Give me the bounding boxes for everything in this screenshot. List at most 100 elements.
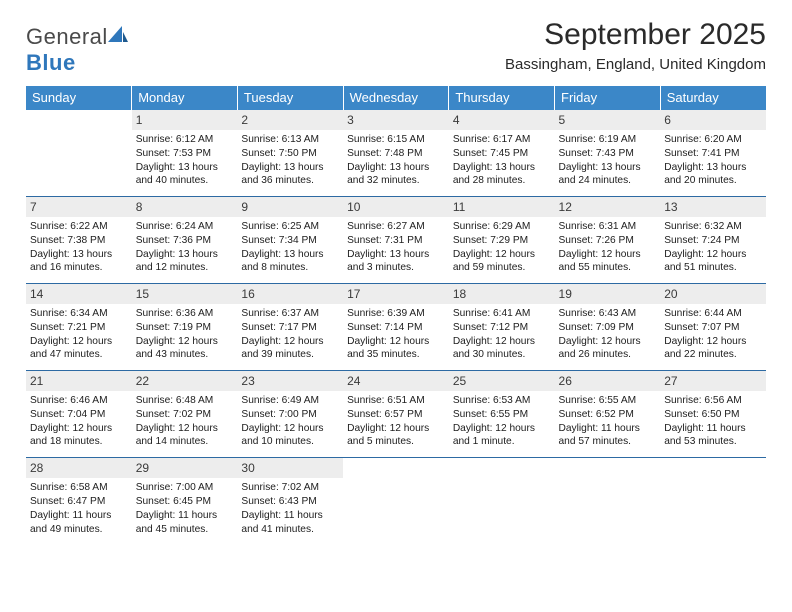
title-block: September 2025 Bassingham, England, Unit… bbox=[505, 18, 766, 73]
sunrise-text: Sunrise: 6:48 AM bbox=[136, 394, 234, 408]
weekday-header: Sunday bbox=[26, 86, 132, 110]
calendar-week-row: 28Sunrise: 6:58 AMSunset: 6:47 PMDayligh… bbox=[26, 458, 766, 545]
brand-part1: General bbox=[26, 24, 108, 49]
calendar-day-cell: 3Sunrise: 6:15 AMSunset: 7:48 PMDaylight… bbox=[343, 110, 449, 197]
day-number: 9 bbox=[237, 197, 343, 217]
sunset-text: Sunset: 7:07 PM bbox=[664, 321, 762, 335]
location-text: Bassingham, England, United Kingdom bbox=[505, 56, 766, 73]
day-number: 23 bbox=[237, 371, 343, 391]
day-number bbox=[449, 458, 555, 478]
day-info: Sunrise: 6:15 AMSunset: 7:48 PMDaylight:… bbox=[347, 133, 445, 188]
daylight-text: Daylight: 12 hours and 5 minutes. bbox=[347, 422, 445, 450]
calendar-day-cell: 22Sunrise: 6:48 AMSunset: 7:02 PMDayligh… bbox=[132, 371, 238, 458]
sunrise-text: Sunrise: 6:58 AM bbox=[30, 481, 128, 495]
daylight-text: Daylight: 11 hours and 45 minutes. bbox=[136, 509, 234, 537]
day-number: 11 bbox=[449, 197, 555, 217]
day-number: 2 bbox=[237, 110, 343, 130]
day-info: Sunrise: 6:19 AMSunset: 7:43 PMDaylight:… bbox=[559, 133, 657, 188]
sunset-text: Sunset: 7:04 PM bbox=[30, 408, 128, 422]
day-number: 5 bbox=[555, 110, 661, 130]
day-info: Sunrise: 6:43 AMSunset: 7:09 PMDaylight:… bbox=[559, 307, 657, 362]
sunset-text: Sunset: 6:50 PM bbox=[664, 408, 762, 422]
calendar-day-cell: 23Sunrise: 6:49 AMSunset: 7:00 PMDayligh… bbox=[237, 371, 343, 458]
day-info: Sunrise: 7:00 AMSunset: 6:45 PMDaylight:… bbox=[136, 481, 234, 536]
day-number bbox=[343, 458, 449, 478]
sunrise-text: Sunrise: 6:46 AM bbox=[30, 394, 128, 408]
daylight-text: Daylight: 12 hours and 30 minutes. bbox=[453, 335, 551, 363]
calendar-day-cell: 20Sunrise: 6:44 AMSunset: 7:07 PMDayligh… bbox=[660, 284, 766, 371]
calendar-day-cell bbox=[555, 458, 661, 545]
sunset-text: Sunset: 7:09 PM bbox=[559, 321, 657, 335]
sunset-text: Sunset: 7:17 PM bbox=[241, 321, 339, 335]
daylight-text: Daylight: 13 hours and 32 minutes. bbox=[347, 161, 445, 189]
daylight-text: Daylight: 12 hours and 55 minutes. bbox=[559, 248, 657, 276]
calendar-day-cell: 16Sunrise: 6:37 AMSunset: 7:17 PMDayligh… bbox=[237, 284, 343, 371]
day-number: 24 bbox=[343, 371, 449, 391]
day-info: Sunrise: 6:25 AMSunset: 7:34 PMDaylight:… bbox=[241, 220, 339, 275]
sunrise-text: Sunrise: 6:32 AM bbox=[664, 220, 762, 234]
sunset-text: Sunset: 6:47 PM bbox=[30, 495, 128, 509]
calendar-table: Sunday Monday Tuesday Wednesday Thursday… bbox=[26, 86, 766, 544]
day-info: Sunrise: 6:41 AMSunset: 7:12 PMDaylight:… bbox=[453, 307, 551, 362]
daylight-text: Daylight: 12 hours and 39 minutes. bbox=[241, 335, 339, 363]
day-number: 29 bbox=[132, 458, 238, 478]
weekday-header: Wednesday bbox=[343, 86, 449, 110]
day-number: 20 bbox=[660, 284, 766, 304]
sunrise-text: Sunrise: 6:15 AM bbox=[347, 133, 445, 147]
day-info: Sunrise: 6:48 AMSunset: 7:02 PMDaylight:… bbox=[136, 394, 234, 449]
daylight-text: Daylight: 13 hours and 16 minutes. bbox=[30, 248, 128, 276]
day-number: 28 bbox=[26, 458, 132, 478]
calendar-week-row: 21Sunrise: 6:46 AMSunset: 7:04 PMDayligh… bbox=[26, 371, 766, 458]
sunrise-text: Sunrise: 6:20 AM bbox=[664, 133, 762, 147]
calendar-day-cell: 29 Sunrise: 7:00 AMSunset: 6:45 PMDayligh… bbox=[132, 458, 238, 545]
daylight-text: Daylight: 12 hours and 35 minutes. bbox=[347, 335, 445, 363]
calendar-day-cell: 24Sunrise: 6:51 AMSunset: 6:57 PMDayligh… bbox=[343, 371, 449, 458]
day-info: Sunrise: 6:32 AMSunset: 7:24 PMDaylight:… bbox=[664, 220, 762, 275]
daylight-text: Daylight: 12 hours and 18 minutes. bbox=[30, 422, 128, 450]
sunrise-text: Sunrise: 6:19 AM bbox=[559, 133, 657, 147]
weekday-header: Friday bbox=[555, 86, 661, 110]
day-number: 7 bbox=[26, 197, 132, 217]
calendar-day-cell: 25Sunrise: 6:53 AMSunset: 6:55 PMDayligh… bbox=[449, 371, 555, 458]
sunrise-text: Sunrise: 6:44 AM bbox=[664, 307, 762, 321]
sunset-text: Sunset: 7:02 PM bbox=[136, 408, 234, 422]
calendar-day-cell: 13Sunrise: 6:32 AMSunset: 7:24 PMDayligh… bbox=[660, 197, 766, 284]
day-info: Sunrise: 6:55 AMSunset: 6:52 PMDaylight:… bbox=[559, 394, 657, 449]
day-info: Sunrise: 6:36 AMSunset: 7:19 PMDaylight:… bbox=[136, 307, 234, 362]
daylight-text: Daylight: 11 hours and 57 minutes. bbox=[559, 422, 657, 450]
day-info: Sunrise: 6:27 AMSunset: 7:31 PMDaylight:… bbox=[347, 220, 445, 275]
month-title: September 2025 bbox=[505, 18, 766, 52]
sunset-text: Sunset: 7:12 PM bbox=[453, 321, 551, 335]
daylight-text: Daylight: 11 hours and 49 minutes. bbox=[30, 509, 128, 537]
sunrise-text: Sunrise: 6:41 AM bbox=[453, 307, 551, 321]
calendar-day-cell: 21 Sunrise: 6:46 AMSunset: 7:04 PMDayligh… bbox=[26, 371, 132, 458]
sunset-text: Sunset: 7:53 PM bbox=[136, 147, 234, 161]
day-number bbox=[660, 458, 766, 478]
day-number: 14 bbox=[26, 284, 132, 304]
day-info: Sunrise: 6:13 AMSunset: 7:50 PMDaylight:… bbox=[241, 133, 339, 188]
sunrise-text: Sunrise: 6:43 AM bbox=[559, 307, 657, 321]
day-number: 21 bbox=[26, 371, 132, 391]
sunrise-text: Sunrise: 6:13 AM bbox=[241, 133, 339, 147]
weekday-header: Monday bbox=[132, 86, 238, 110]
sunset-text: Sunset: 6:43 PM bbox=[241, 495, 339, 509]
calendar-day-cell: 26Sunrise: 6:55 AMSunset: 6:52 PMDayligh… bbox=[555, 371, 661, 458]
calendar-day-cell: 17Sunrise: 6:39 AMSunset: 7:14 PMDayligh… bbox=[343, 284, 449, 371]
sunrise-text: Sunrise: 6:55 AM bbox=[559, 394, 657, 408]
daylight-text: Daylight: 13 hours and 28 minutes. bbox=[453, 161, 551, 189]
sunset-text: Sunset: 7:24 PM bbox=[664, 234, 762, 248]
day-number: 6 bbox=[660, 110, 766, 130]
day-info: Sunrise: 6:22 AMSunset: 7:38 PMDaylight:… bbox=[30, 220, 128, 275]
day-number bbox=[26, 110, 132, 130]
sunset-text: Sunset: 7:36 PM bbox=[136, 234, 234, 248]
daylight-text: Daylight: 12 hours and 1 minute. bbox=[453, 422, 551, 450]
day-number: 19 bbox=[555, 284, 661, 304]
calendar-week-row: 14 Sunrise: 6:34 AMSunset: 7:21 PMDayligh… bbox=[26, 284, 766, 371]
calendar-week-row: 1Sunrise: 6:12 AMSunset: 7:53 PMDaylight… bbox=[26, 110, 766, 197]
daylight-text: Daylight: 12 hours and 14 minutes. bbox=[136, 422, 234, 450]
brand-logo: GeneralBlue bbox=[26, 18, 128, 76]
day-info: Sunrise: 6:34 AMSunset: 7:21 PMDaylight:… bbox=[30, 307, 128, 362]
calendar-day-cell bbox=[343, 458, 449, 545]
sunset-text: Sunset: 7:43 PM bbox=[559, 147, 657, 161]
daylight-text: Daylight: 11 hours and 41 minutes. bbox=[241, 509, 339, 537]
